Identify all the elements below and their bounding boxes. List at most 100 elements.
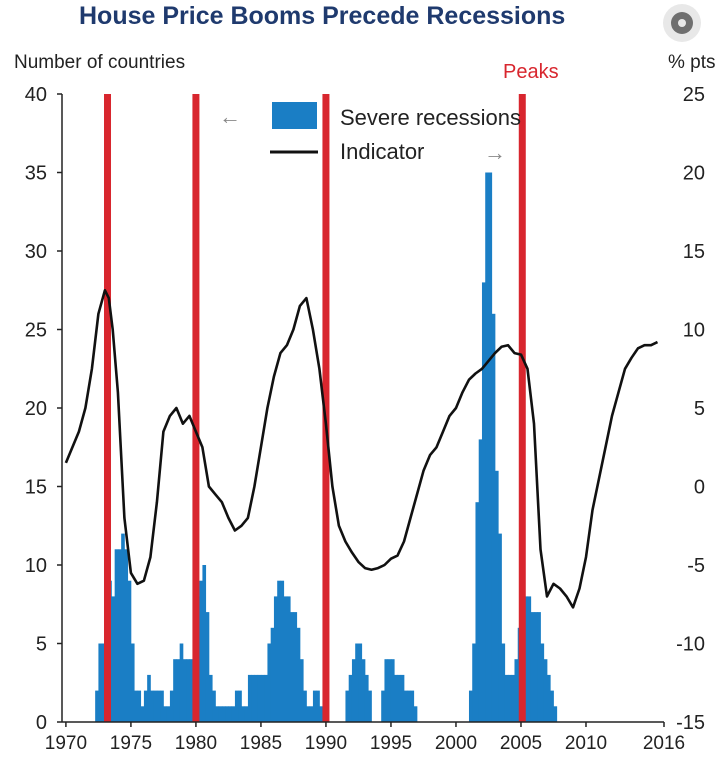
legend-line-label: Indicator: [340, 139, 424, 164]
bar: [413, 706, 418, 722]
bar: [316, 690, 320, 722]
bar: [273, 596, 278, 722]
bar: [150, 690, 155, 722]
bar: [348, 674, 353, 722]
bar: [153, 690, 158, 722]
left-tick-label: 25: [25, 320, 47, 342]
left-tick-label: 0: [36, 712, 47, 734]
bar: [361, 659, 366, 722]
bar: [260, 674, 265, 722]
bar: [221, 706, 226, 722]
bar: [472, 643, 476, 722]
left-axis-label: Number of countries: [14, 52, 185, 73]
bar: [117, 549, 122, 722]
bar: [358, 643, 363, 722]
bar: [290, 612, 294, 722]
bar: [225, 706, 229, 722]
bar: [530, 612, 535, 722]
bar: [306, 706, 311, 722]
right-tick-label: -15: [676, 712, 705, 734]
bar: [238, 690, 242, 722]
bar: [400, 674, 405, 722]
axes-layer: 0 5 10 15 20 25 30 35 40 -15 -10 -5 0 5 10 15 20 25 1970 19…: [25, 84, 705, 754]
bar: [309, 706, 314, 722]
right-tick-label: 10: [683, 320, 705, 342]
bar: [234, 690, 239, 722]
peaks-label: Peaks: [503, 61, 559, 83]
bar: [160, 690, 164, 722]
bar: [208, 674, 213, 722]
x-tick-label: 2016: [643, 733, 685, 754]
bar: [488, 172, 493, 722]
x-tick-label: 1975: [110, 733, 152, 754]
bar: [355, 643, 359, 722]
bar: [540, 643, 545, 722]
bar: [121, 533, 125, 722]
bar: [524, 596, 528, 722]
bar: [156, 690, 161, 722]
bar: [533, 612, 538, 722]
bar: [286, 596, 291, 722]
legend-right-arrow: →: [484, 140, 506, 165]
bar: [546, 674, 551, 722]
bar: [231, 706, 236, 722]
bar: [527, 596, 532, 722]
right-tick-label: 0: [694, 477, 705, 499]
bar: [394, 674, 398, 722]
bar: [501, 643, 506, 722]
bar: [228, 706, 233, 722]
left-tick-label: 10: [25, 555, 47, 577]
bar: [403, 690, 408, 722]
bar: [95, 690, 99, 722]
bar: [514, 659, 519, 722]
bar: [299, 659, 304, 722]
bar: [550, 690, 554, 722]
bar: [543, 659, 548, 722]
bar: [319, 706, 324, 722]
x-tick-label: 2010: [565, 733, 607, 754]
bar: [202, 565, 207, 722]
bar: [169, 690, 174, 722]
bar: [270, 627, 275, 722]
bar: [212, 690, 216, 722]
x-tick-label: 2000: [435, 733, 477, 754]
right-tick-label: 20: [683, 163, 705, 185]
bar: [101, 643, 106, 722]
bar: [303, 690, 307, 722]
bar: [98, 643, 103, 722]
bar: [130, 643, 135, 722]
bar: [537, 612, 541, 722]
bar: [397, 674, 402, 722]
bar: [147, 674, 151, 722]
bar: [481, 282, 486, 722]
bar: [143, 690, 148, 722]
bar: [176, 659, 181, 722]
image-search-button[interactable]: [663, 4, 701, 42]
bar: [186, 659, 190, 722]
bar: [241, 706, 246, 722]
bar: [312, 690, 317, 722]
bar: [364, 674, 369, 722]
bar: [166, 706, 171, 722]
bar: [189, 659, 194, 722]
bar: [251, 674, 255, 722]
bar: [124, 549, 129, 722]
bar: [215, 706, 220, 722]
right-tick-label: -5: [687, 555, 705, 577]
legend: Severe recessions Indicator ← →: [219, 102, 521, 165]
bar: [485, 172, 489, 722]
bar: [283, 596, 288, 722]
bar: [173, 659, 177, 722]
right-tick-label: 15: [683, 241, 705, 263]
bar: [368, 690, 372, 722]
bar: [264, 674, 268, 722]
bar: [277, 580, 281, 722]
line-layer: [64, 288, 659, 609]
indicator-line: [64, 288, 659, 609]
left-tick-label: 40: [25, 84, 47, 106]
bar: [244, 706, 249, 722]
right-tick-label: 25: [683, 84, 705, 106]
left-tick-label: 35: [25, 163, 47, 185]
bar: [390, 659, 395, 722]
